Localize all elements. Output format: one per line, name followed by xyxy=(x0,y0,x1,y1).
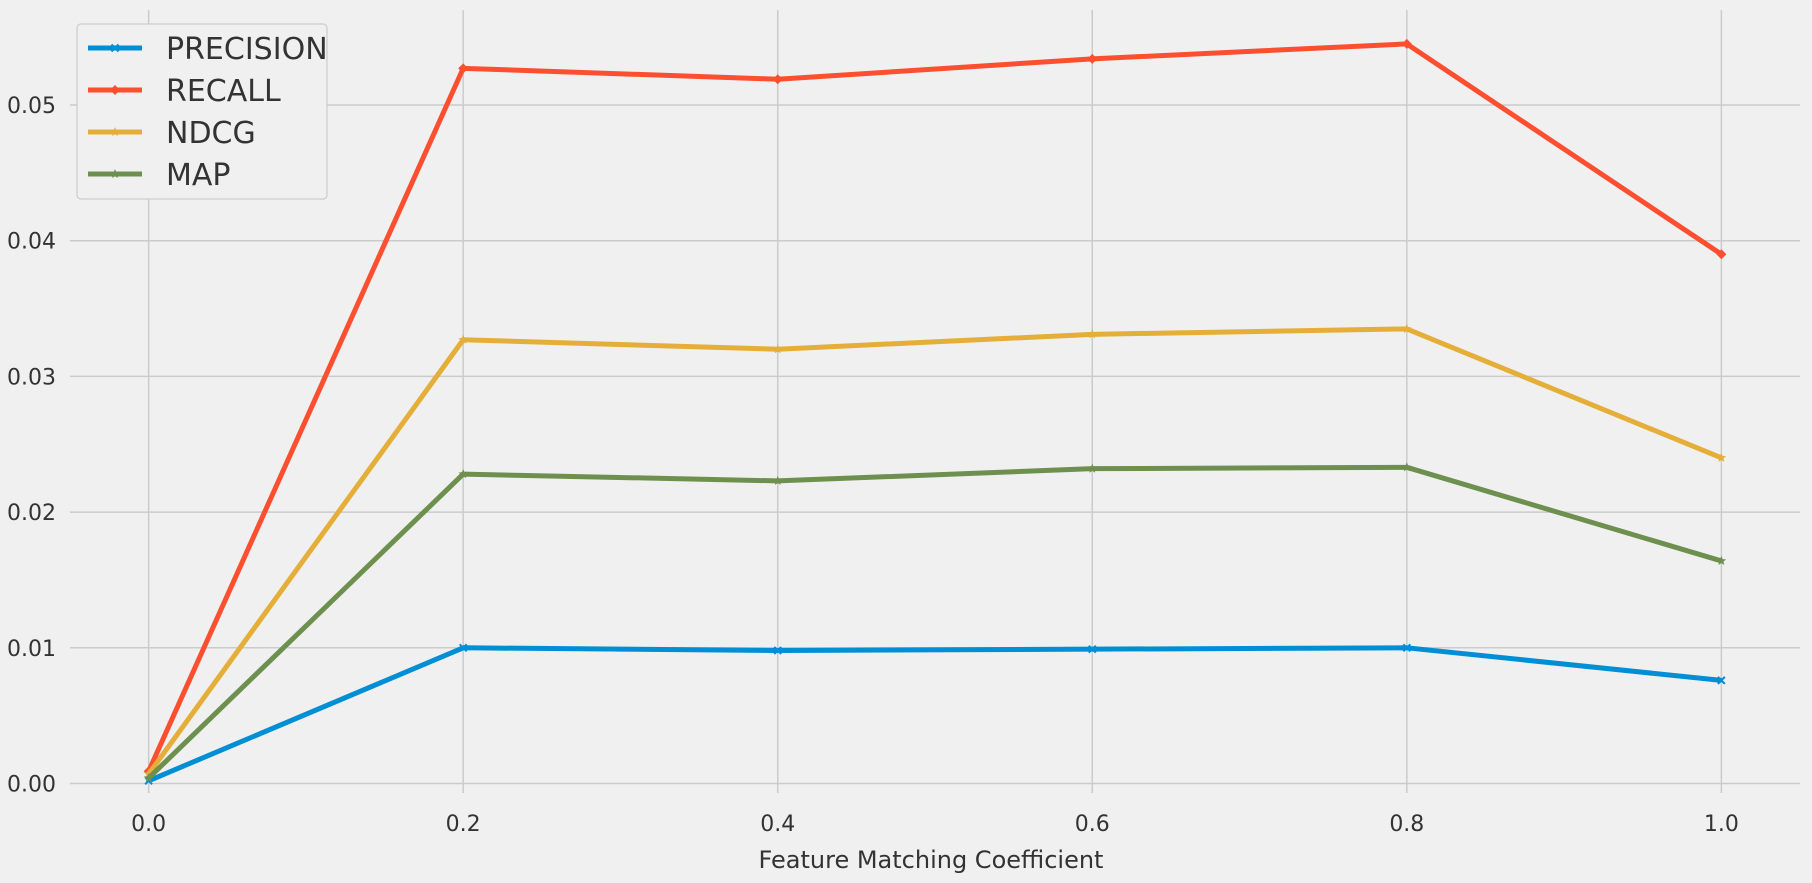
legend-marker xyxy=(110,127,120,137)
x-tick-label: 0.2 xyxy=(446,812,481,837)
data-point-map xyxy=(772,475,783,485)
legend-item: NDCG xyxy=(88,116,256,151)
x-tick-label: 0.4 xyxy=(760,812,795,837)
y-tick-label: 0.02 xyxy=(7,501,56,526)
legend-box xyxy=(76,23,328,200)
series-lines xyxy=(143,38,1727,785)
x-tick-label: 0.0 xyxy=(131,812,166,837)
data-point-precision xyxy=(1717,676,1726,685)
legend-label: PRECISION xyxy=(166,32,328,67)
y-tick-label: 0.04 xyxy=(7,230,56,255)
data-point-map xyxy=(1087,463,1098,473)
x-axis-ticks: 0.0 0.2 0.4 0.6 0.8 1.0 xyxy=(131,812,1739,837)
x-axis-title: Feature Matching Coefficient xyxy=(759,846,1104,874)
data-point-precision xyxy=(773,646,782,655)
grid xyxy=(70,10,1800,793)
y-tick-label: 0.01 xyxy=(7,637,56,662)
series-line-recall xyxy=(146,41,1723,773)
series-map xyxy=(143,462,1727,783)
legend-label: NDCG xyxy=(166,116,256,151)
series-recall xyxy=(143,38,1727,777)
data-point-ndcg xyxy=(1716,452,1727,462)
y-tick-label: 0.00 xyxy=(7,773,56,798)
data-point-map xyxy=(143,773,154,783)
series-line-ndcg xyxy=(146,326,1723,776)
legend: PRECISION RECALL NDCG MAP xyxy=(76,23,328,200)
data-point-precision xyxy=(1402,643,1412,653)
legend-item: RECALL xyxy=(88,74,281,109)
legend-label: RECALL xyxy=(166,74,281,109)
legend-marker xyxy=(110,169,120,179)
legend-label: MAP xyxy=(166,158,231,193)
y-tick-label: 0.05 xyxy=(7,94,56,119)
data-point-ndcg xyxy=(1402,323,1412,333)
legend-marker xyxy=(110,43,120,53)
legend-marker xyxy=(110,85,120,95)
x-tick-label: 1.0 xyxy=(1704,812,1739,837)
series-precision xyxy=(144,643,1726,785)
data-point-recall xyxy=(772,74,783,85)
y-tick-label: 0.03 xyxy=(7,365,56,390)
data-point-map xyxy=(458,469,468,479)
x-tick-label: 0.6 xyxy=(1075,812,1110,837)
data-point-recall xyxy=(458,63,469,74)
legend-item: PRECISION xyxy=(88,32,328,67)
data-point-recall xyxy=(1087,53,1098,64)
data-point-precision xyxy=(1088,644,1097,654)
data-point-recall xyxy=(1716,249,1727,260)
data-point-ndcg xyxy=(772,344,783,354)
data-point-map xyxy=(1716,555,1727,565)
y-axis-ticks: 0.00 0.01 0.02 0.03 0.04 0.05 xyxy=(7,94,56,798)
data-point-recall xyxy=(1401,38,1412,49)
series-line-precision xyxy=(147,645,1722,784)
data-point-precision xyxy=(458,643,468,653)
data-point-map xyxy=(1402,462,1412,472)
series-line-map xyxy=(146,464,1723,780)
data-point-ndcg xyxy=(458,334,468,344)
data-point-ndcg xyxy=(1087,329,1098,339)
x-tick-label: 0.8 xyxy=(1389,812,1424,837)
legend-item: MAP xyxy=(88,158,231,193)
